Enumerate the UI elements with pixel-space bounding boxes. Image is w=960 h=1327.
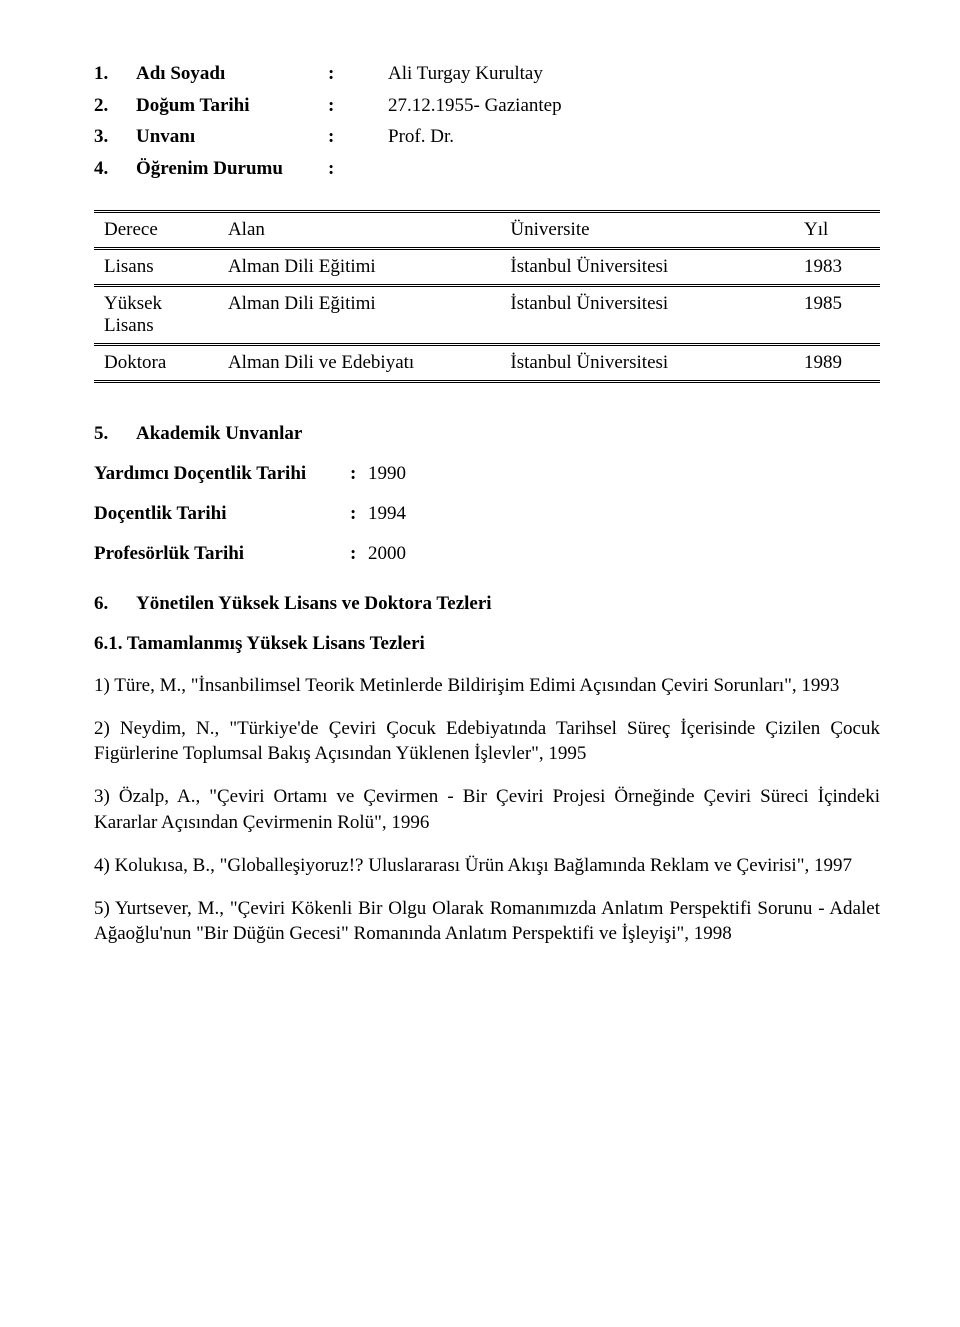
personal-info: 1. Adı Soyadı : Ali Turgay Kurultay 2. D… <box>94 60 880 182</box>
unvan-value: 1994 <box>368 503 406 525</box>
info-row-name: 1. Adı Soyadı : Ali Turgay Kurultay <box>94 60 880 88</box>
info-colon: : <box>328 92 388 120</box>
unvan-label: Profesörlük Tarihi <box>94 543 350 565</box>
info-num: 1. <box>94 60 136 88</box>
td-uni: İstanbul Üniversitesi <box>500 345 794 382</box>
thesis-item: 3) Özalp, A., "Çeviri Ortamı ve Çevirmen… <box>94 784 880 834</box>
unvan-colon: : <box>350 503 368 525</box>
info-value: Ali Turgay Kurultay <box>388 60 543 88</box>
section-title: Akademik Unvanlar <box>136 423 302 444</box>
th-alan: Alan <box>218 212 500 249</box>
unvan-label: Doçentlik Tarihi <box>94 503 350 525</box>
info-row-title: 3. Unvanı : Prof. Dr. <box>94 123 880 151</box>
unvan-colon: : <box>350 463 368 485</box>
table-header-row: Derece Alan Üniversite Yıl <box>94 212 880 249</box>
section-5-heading: 5.Akademik Unvanlar <box>94 423 880 445</box>
section-title: Yönetilen Yüksek Lisans ve Doktora Tezle… <box>136 593 492 614</box>
unvan-value: 2000 <box>368 543 406 565</box>
info-row-education: 4. Öğrenim Durumu : <box>94 155 880 183</box>
unvan-colon: : <box>350 543 368 565</box>
cv-page: 1. Adı Soyadı : Ali Turgay Kurultay 2. D… <box>0 0 960 1014</box>
section-6-heading: 6.Yönetilen Yüksek Lisans ve Doktora Tez… <box>94 593 880 615</box>
info-num: 3. <box>94 123 136 151</box>
unvan-row: Profesörlük Tarihi : 2000 <box>94 543 880 565</box>
td-uni: İstanbul Üniversitesi <box>500 286 794 345</box>
td-derece: Doktora <box>94 345 218 382</box>
unvan-label: Yardımcı Doçentlik Tarihi <box>94 463 350 485</box>
info-label: Unvanı <box>136 123 328 151</box>
td-alan: Alman Dili ve Edebiyatı <box>218 345 500 382</box>
info-label: Doğum Tarihi <box>136 92 328 120</box>
td-yil: 1983 <box>794 249 880 286</box>
education-table: Derece Alan Üniversite Yıl Lisans Alman … <box>94 210 880 383</box>
thesis-item: 1) Türe, M., "İnsanbilimsel Teorik Metin… <box>94 673 880 698</box>
th-uni: Üniversite <box>500 212 794 249</box>
unvan-value: 1990 <box>368 463 406 485</box>
thesis-item: 2) Neydim, N., "Türkiye'de Çeviri Çocuk … <box>94 716 880 766</box>
td-yil: 1985 <box>794 286 880 345</box>
academic-titles: Yardımcı Doçentlik Tarihi : 1990 Doçentl… <box>94 463 880 565</box>
td-derece: Lisans <box>94 249 218 286</box>
section-num: 5. <box>94 423 136 445</box>
thesis-item: 4) Kolukısa, B., "Globalleşiyoruz!? Ulus… <box>94 853 880 878</box>
section-6-1-heading: 6.1. Tamamlanmış Yüksek Lisans Tezleri <box>94 633 880 655</box>
td-alan: Alman Dili Eğitimi <box>218 249 500 286</box>
th-yil: Yıl <box>794 212 880 249</box>
info-num: 4. <box>94 155 136 183</box>
info-row-birth: 2. Doğum Tarihi : 27.12.1955- Gaziantep <box>94 92 880 120</box>
thesis-item: 5) Yurtsever, M., "Çeviri Kökenli Bir Ol… <box>94 896 880 946</box>
unvan-row: Yardımcı Doçentlik Tarihi : 1990 <box>94 463 880 485</box>
table-row: Doktora Alman Dili ve Edebiyatı İstanbul… <box>94 345 880 382</box>
thesis-list: 1) Türe, M., "İnsanbilimsel Teorik Metin… <box>94 673 880 946</box>
th-derece: Derece <box>94 212 218 249</box>
info-label: Adı Soyadı <box>136 60 328 88</box>
td-derece: Yüksek Lisans <box>94 286 218 345</box>
td-alan: Alman Dili Eğitimi <box>218 286 500 345</box>
table-row: Lisans Alman Dili Eğitimi İstanbul Ünive… <box>94 249 880 286</box>
info-label: Öğrenim Durumu <box>136 155 328 183</box>
info-num: 2. <box>94 92 136 120</box>
info-value: 27.12.1955- Gaziantep <box>388 92 562 120</box>
info-colon: : <box>328 155 388 183</box>
td-uni: İstanbul Üniversitesi <box>500 249 794 286</box>
td-yil: 1989 <box>794 345 880 382</box>
info-value: Prof. Dr. <box>388 123 454 151</box>
section-num: 6. <box>94 593 136 615</box>
info-colon: : <box>328 123 388 151</box>
table-row: Yüksek Lisans Alman Dili Eğitimi İstanbu… <box>94 286 880 345</box>
unvan-row: Doçentlik Tarihi : 1994 <box>94 503 880 525</box>
info-colon: : <box>328 60 388 88</box>
